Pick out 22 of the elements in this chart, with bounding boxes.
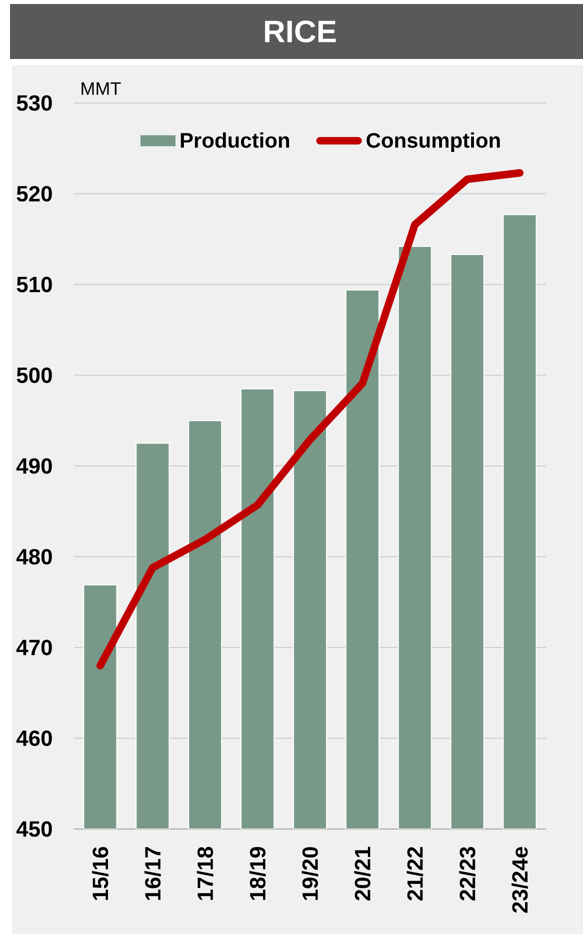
x-tick-label: 21/22 [406, 847, 424, 900]
y-tick-label: 450 [16, 821, 52, 837]
x-tick-label: 17/18 [196, 846, 214, 900]
x-tick-label: 19/20 [302, 847, 318, 900]
y-tick-label: 500 [16, 367, 52, 384]
y-axis-title: MMT [82, 82, 121, 95]
chart-title: RICE [265, 20, 336, 42]
legend-label: Consumption [366, 132, 500, 152]
x-tick-label: 22/23 [459, 846, 476, 900]
y-tick-label: 480 [16, 548, 52, 565]
y-tick-label: 460 [16, 730, 52, 746]
y-tick-label: 510 [16, 276, 52, 292]
x-tick-label: 23/24e [512, 846, 528, 913]
x-tick-label: 16/17 [144, 847, 161, 900]
y-tick-label: 490 [16, 458, 52, 474]
legend-label: Production [180, 132, 290, 148]
y-tick-label: 530 [16, 95, 52, 111]
x-tick-label: 15/16 [92, 846, 108, 900]
y-tick-label: 470 [16, 640, 52, 656]
x-tick-label: 18/19 [249, 847, 266, 900]
y-tick-label: 520 [16, 186, 52, 202]
x-tick-label: 20/21 [354, 846, 371, 900]
